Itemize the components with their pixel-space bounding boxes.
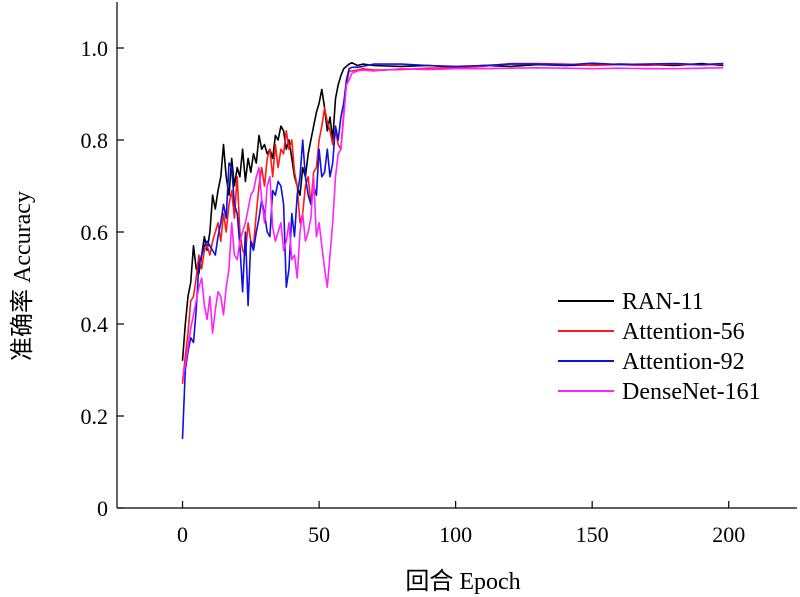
- x-tick-label: 150: [576, 522, 609, 547]
- plot-frame: [116, 2, 797, 509]
- x-tick-label: 50: [308, 522, 330, 547]
- legend-label-ran-11: RAN-11: [622, 289, 704, 315]
- series-layer: [181, 61, 724, 440]
- series-line-ran-11: [181, 61, 724, 361]
- y-tick-label: 0.4: [81, 312, 109, 337]
- x-tick-label: 200: [712, 522, 745, 547]
- series-line-densenet-161: [181, 67, 724, 380]
- legend-label-attention-92: Attention-92: [622, 349, 745, 375]
- y-tick-label: 0.2: [81, 404, 109, 429]
- x-axis-title: 回合 Epoch: [405, 568, 520, 595]
- legend: RAN-11 Attention-56 Attention-92 DenseNet-1…: [558, 289, 761, 405]
- y-tick-label: 0.8: [81, 128, 109, 153]
- x-tick-label: 0: [177, 522, 188, 547]
- series-line-attention-56: [181, 62, 724, 384]
- y-tick-label: 0.6: [81, 220, 109, 245]
- y-axis-ticks: 0 0.2 0.4 0.6 0.8 1.0: [81, 36, 124, 521]
- legend-label-attention-56: Attention-56: [622, 319, 745, 345]
- x-axis-ticks: 0 50 100 150 200: [177, 501, 745, 547]
- series-line-attention-92: [181, 62, 724, 440]
- y-axis-title: 准确率 Accuracy: [9, 191, 36, 361]
- x-tick-label: 100: [439, 522, 472, 547]
- y-tick-label: 0: [97, 496, 108, 521]
- legend-label-densenet-161: DenseNet-161: [622, 379, 761, 405]
- y-tick-label: 1.0: [81, 36, 109, 61]
